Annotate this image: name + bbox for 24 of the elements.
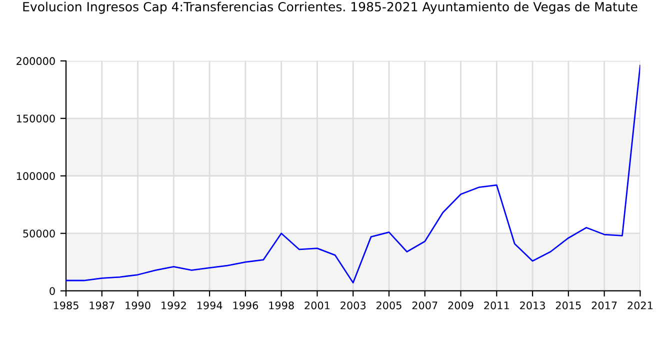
y-tick-label: 150000 xyxy=(16,114,55,122)
y-tick-label: 50000 xyxy=(23,230,55,238)
x-tick-label: 2021 xyxy=(628,301,652,310)
x-tick-label: 1985 xyxy=(54,301,78,310)
x-tick-label: 1998 xyxy=(269,301,294,310)
x-tick-label: 2013 xyxy=(520,301,545,310)
x-tick-label: 2005 xyxy=(376,301,402,310)
x-tick-label: 1992 xyxy=(162,301,186,310)
x-tick-label: 2011 xyxy=(484,301,509,310)
x-tick-label: 2009 xyxy=(448,301,474,310)
y-tick-label: 200000 xyxy=(16,57,55,66)
x-tick-label: 1990 xyxy=(126,301,150,310)
chart-title: Evolucion Ingresos Cap 4:Transferencias Corrientes. 1985-2021 Ayuntamiento de Vegas de Matute xyxy=(23,2,638,14)
x-tick-label: 2003 xyxy=(340,301,366,310)
y-tick-label: 100000 xyxy=(16,172,55,180)
x-tick-label: 1996 xyxy=(233,301,258,310)
line-series xyxy=(66,64,640,284)
x-tick-label: 1994 xyxy=(197,301,222,310)
x-tick-label: 1987 xyxy=(90,301,114,310)
x-tick-label: 2001 xyxy=(304,301,330,310)
x-tick-label: 2017 xyxy=(592,301,617,310)
x-tick-label: 2007 xyxy=(412,301,438,310)
x-tick-label: 2015 xyxy=(556,301,581,310)
y-tick-label: 0 xyxy=(50,287,55,295)
